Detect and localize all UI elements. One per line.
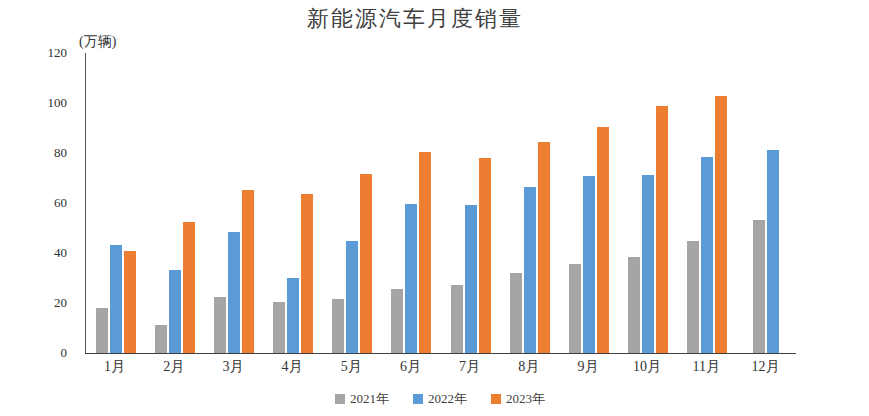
bar xyxy=(242,190,254,353)
bar xyxy=(405,204,417,353)
x-tick-label: 2月 xyxy=(144,358,203,376)
x-tick-label: 4月 xyxy=(263,358,322,376)
month-group xyxy=(264,53,323,353)
bar xyxy=(273,302,285,354)
bar xyxy=(767,150,779,354)
bar xyxy=(510,273,522,353)
month-group xyxy=(559,53,618,353)
month-group xyxy=(382,53,441,353)
bar xyxy=(346,241,358,353)
bar xyxy=(183,222,195,353)
bar xyxy=(214,297,226,354)
month-group xyxy=(619,53,678,353)
y-tick-label: 60 xyxy=(17,195,67,211)
month-group xyxy=(145,53,204,353)
x-tick-label: 8月 xyxy=(499,358,558,376)
bar xyxy=(124,251,136,353)
month-group xyxy=(323,53,382,353)
bar xyxy=(155,325,167,353)
y-tick-label: 0 xyxy=(17,345,67,361)
bar xyxy=(228,232,240,353)
bar xyxy=(110,245,122,353)
y-axis-unit-label: (万辆) xyxy=(79,33,116,51)
legend-item: 2022年 xyxy=(413,390,467,408)
bar xyxy=(687,241,699,354)
x-tick-label: 5月 xyxy=(322,358,381,376)
month-group xyxy=(737,53,796,353)
bar xyxy=(301,194,313,353)
bar xyxy=(332,299,344,353)
bar xyxy=(524,187,536,354)
bar xyxy=(569,264,581,353)
month-group xyxy=(500,53,559,353)
legend-label: 2023年 xyxy=(506,390,545,408)
bar xyxy=(597,127,609,353)
chart: 新能源汽车月度销量 (万辆) 0 20 40 60 80 100 120 1月2月3月4月5… xyxy=(0,0,869,416)
x-tick-label: 11月 xyxy=(677,358,736,376)
x-tick-label: 10月 xyxy=(618,358,677,376)
legend-item: 2021年 xyxy=(335,390,389,408)
bar xyxy=(628,257,640,353)
bar xyxy=(642,175,654,354)
legend-label: 2021年 xyxy=(350,390,389,408)
bar xyxy=(465,205,477,353)
x-axis-labels: 1月2月3月4月5月6月7月8月9月10月11月12月 xyxy=(85,358,795,376)
y-tick-label: 20 xyxy=(17,295,67,311)
legend-swatch-icon xyxy=(335,394,345,404)
month-group xyxy=(86,53,145,353)
bar xyxy=(391,289,403,353)
y-tick-label: 40 xyxy=(17,245,67,261)
bar xyxy=(656,106,668,354)
bar xyxy=(96,308,108,353)
x-tick-label: 1月 xyxy=(85,358,144,376)
y-tick-label: 100 xyxy=(17,95,67,111)
bar xyxy=(583,176,595,353)
x-tick-label: 9月 xyxy=(558,358,617,376)
month-group xyxy=(204,53,263,353)
legend: 2021年 2022年 2023年 xyxy=(85,390,795,408)
x-tick-label: 3月 xyxy=(203,358,262,376)
bar xyxy=(360,174,372,353)
legend-item: 2023年 xyxy=(491,390,545,408)
x-tick-label: 12月 xyxy=(736,358,795,376)
bar xyxy=(701,157,713,354)
legend-swatch-icon xyxy=(491,394,501,404)
y-tick-label: 120 xyxy=(17,45,67,61)
x-tick-label: 6月 xyxy=(381,358,440,376)
month-group xyxy=(441,53,500,353)
plot-area xyxy=(85,53,796,354)
bar xyxy=(419,152,431,354)
bar xyxy=(538,142,550,354)
bar xyxy=(753,220,765,353)
bar xyxy=(451,285,463,353)
x-tick-label: 7月 xyxy=(440,358,499,376)
bar xyxy=(715,96,727,354)
y-tick-label: 80 xyxy=(17,145,67,161)
chart-title: 新能源汽车月度销量 xyxy=(60,4,770,34)
month-group xyxy=(678,53,737,353)
bar xyxy=(169,270,181,354)
bar xyxy=(479,158,491,353)
legend-label: 2022年 xyxy=(428,390,467,408)
bar xyxy=(287,278,299,353)
legend-swatch-icon xyxy=(413,394,423,404)
